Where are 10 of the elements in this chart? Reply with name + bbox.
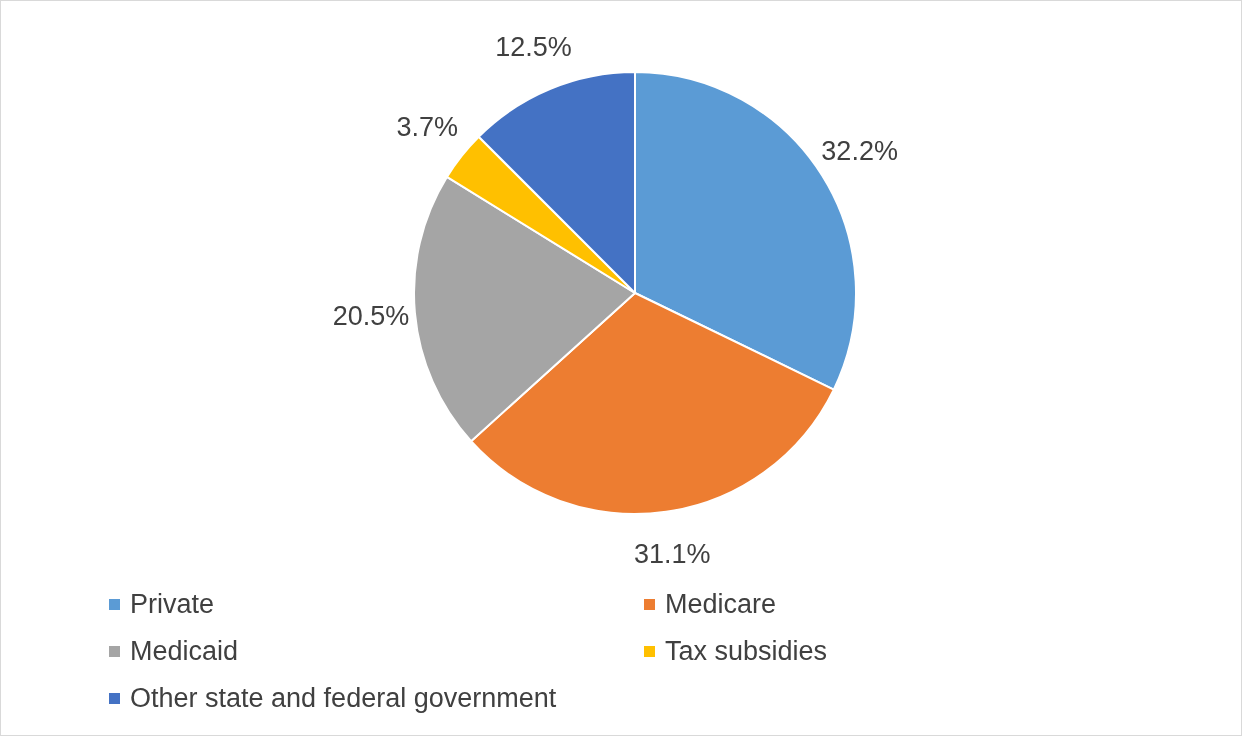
legend-label: Other state and federal government [130,683,557,714]
data-label: 20.5% [332,300,410,331]
data-label: 31.1% [634,538,711,569]
legend-label: Private [130,589,215,620]
legend-label: Medicaid [130,636,239,667]
legend-label: Medicare [665,589,777,620]
data-label: 3.7% [396,112,458,143]
data-label: 12.5% [495,31,572,62]
legend-label: Tax subsidies [665,636,828,667]
data-label: 32.2% [821,135,898,166]
